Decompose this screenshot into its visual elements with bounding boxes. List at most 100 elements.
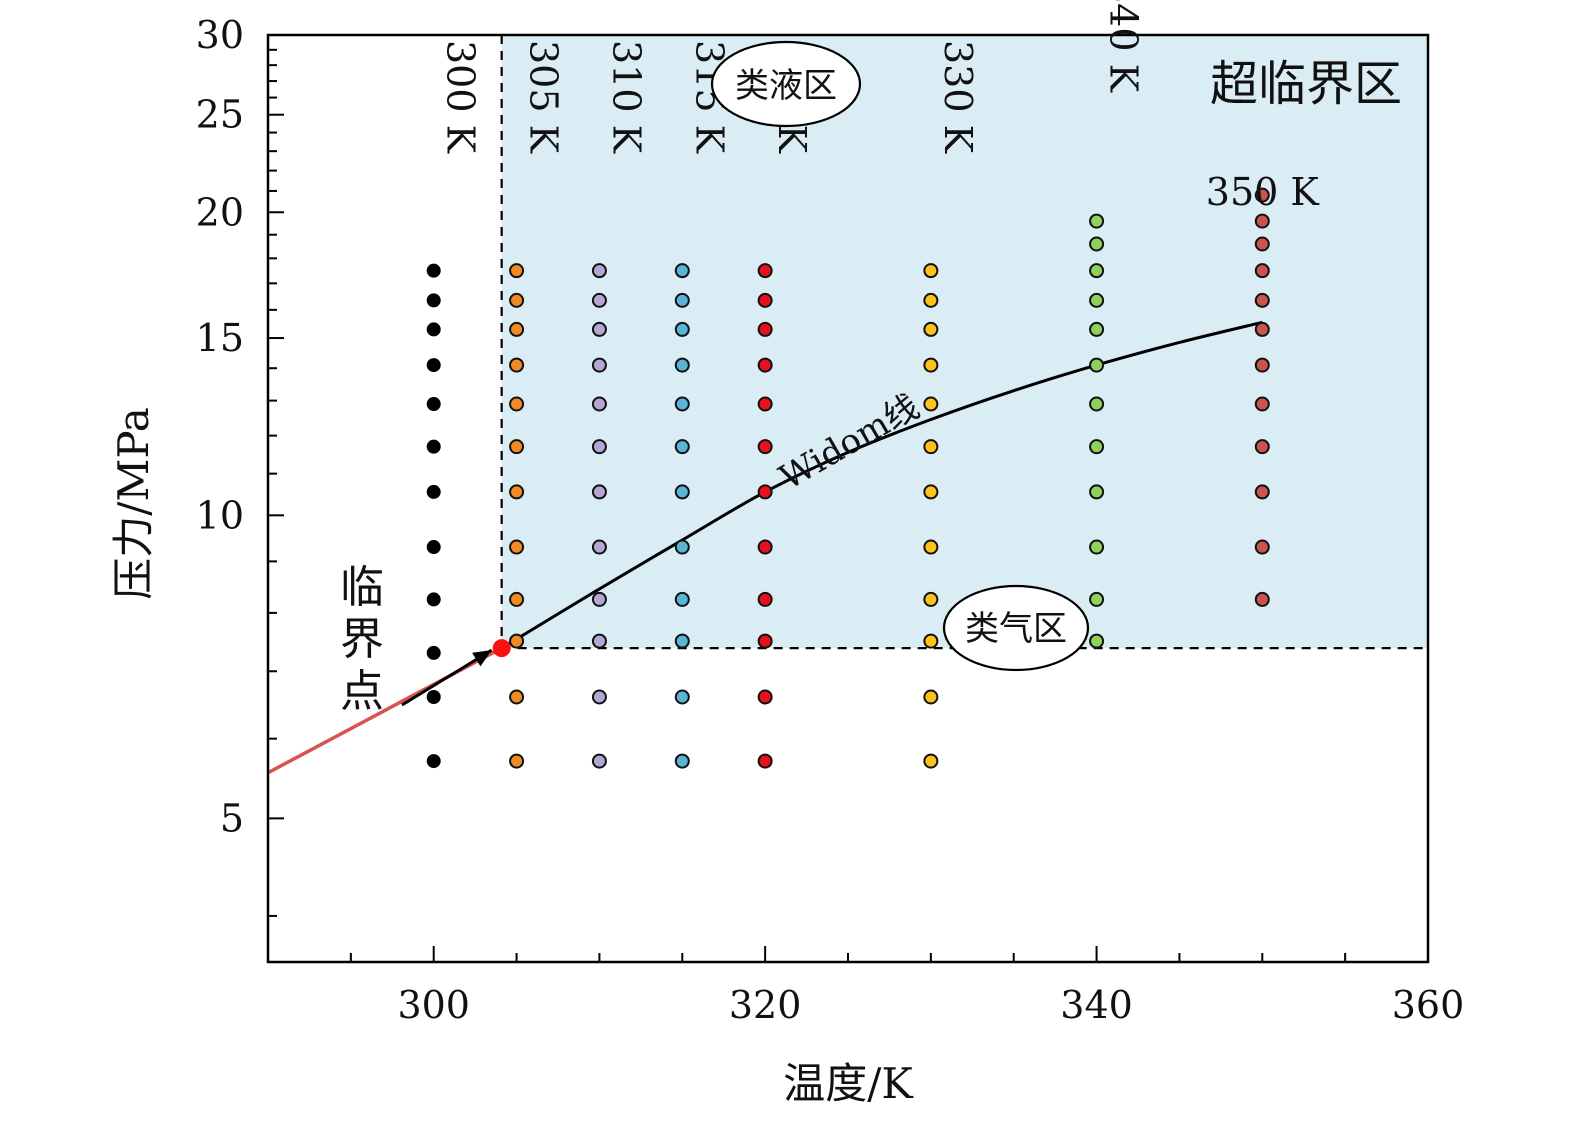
liquid-like-region-label: 类液区 (735, 66, 837, 106)
data-point (757, 357, 773, 373)
x-tick-label: 340 (1060, 983, 1133, 1027)
y-tick-label: 30 (196, 13, 244, 57)
critical-point-marker (492, 639, 511, 658)
data-point (509, 689, 525, 705)
data-point (923, 439, 939, 455)
data-point (509, 263, 525, 279)
data-point (923, 633, 939, 649)
data-point (923, 484, 939, 500)
data-point (1254, 292, 1270, 308)
series-label: 300 K (439, 40, 483, 154)
data-point (674, 539, 690, 555)
data-point (509, 591, 525, 607)
critical-point-label-char: 界 (340, 614, 384, 665)
data-point (1089, 292, 1105, 308)
data-point (591, 484, 607, 500)
data-point (757, 689, 773, 705)
data-point (674, 357, 690, 373)
data-point (591, 321, 607, 337)
widom-line (500, 320, 1263, 650)
y-tick-label: 15 (196, 316, 244, 360)
data-point (591, 439, 607, 455)
data-point (1254, 321, 1270, 337)
y-tick-label: 20 (196, 190, 244, 234)
data-point (923, 689, 939, 705)
data-point (426, 689, 441, 704)
data-point (1254, 263, 1270, 279)
data-point (1089, 357, 1105, 373)
data-point (674, 591, 690, 607)
data-point (757, 633, 773, 649)
series-350k (1254, 187, 1270, 607)
data-point (923, 321, 939, 337)
data-point (591, 753, 607, 769)
data-point (923, 263, 939, 279)
data-point (426, 484, 441, 499)
data-point (1089, 484, 1105, 500)
data-point (591, 689, 607, 705)
x-tick-label: 320 (729, 983, 802, 1027)
critical-point-label-char: 点 (340, 666, 384, 717)
data-point (757, 321, 773, 337)
y-tick-label: 10 (196, 493, 244, 537)
data-point (923, 292, 939, 308)
data-point (509, 396, 525, 412)
series-label: 310 K (604, 40, 648, 154)
series-340k (1089, 213, 1105, 649)
gas-like-ellipse (942, 584, 1090, 672)
y-tick-label: 25 (196, 93, 244, 137)
data-point (426, 322, 441, 337)
data-point (1254, 213, 1270, 229)
critical-point-label-char: 临 (340, 562, 384, 613)
data-point (1254, 591, 1270, 607)
critical-point-label: 临界点 (340, 562, 384, 717)
data-point (757, 484, 773, 500)
data-point (591, 292, 607, 308)
data-point (1254, 236, 1270, 252)
data-point (674, 484, 690, 500)
data-point (591, 357, 607, 373)
data-point (923, 539, 939, 555)
data-point (509, 753, 525, 769)
data-point (1089, 213, 1105, 229)
series-320k (757, 263, 773, 769)
data-point (426, 358, 441, 373)
series-305k (509, 263, 525, 769)
x-axis-title: 温度/K (783, 1059, 914, 1108)
data-point (1089, 591, 1105, 607)
data-point (674, 321, 690, 337)
data-point (426, 540, 441, 555)
data-point (426, 645, 441, 660)
data-point (1254, 357, 1270, 373)
series-310k (591, 263, 607, 769)
data-point (426, 396, 441, 411)
data-point (674, 753, 690, 769)
data-point (1089, 439, 1105, 455)
data-point (674, 633, 690, 649)
data-point (509, 357, 525, 373)
data-point (1089, 633, 1105, 649)
series-330k (923, 263, 939, 769)
data-point (674, 292, 690, 308)
x-tick-label: 300 (397, 983, 470, 1027)
data-point (426, 263, 441, 278)
data-point (1089, 263, 1105, 279)
data-point (757, 753, 773, 769)
data-point (1254, 539, 1270, 555)
x-tick-label: 360 (1392, 983, 1465, 1027)
data-point (426, 439, 441, 454)
data-point (591, 633, 607, 649)
data-point (674, 396, 690, 412)
supercritical-region-shading (501, 35, 1429, 649)
data-point (757, 396, 773, 412)
critical-point-arrowhead (472, 650, 492, 667)
data-point (426, 592, 441, 607)
data-point (757, 539, 773, 555)
data-point (591, 396, 607, 412)
data-point (509, 321, 525, 337)
data-point (757, 263, 773, 279)
data-point (426, 293, 441, 308)
data-point (1254, 396, 1270, 412)
series-300k (426, 263, 441, 769)
